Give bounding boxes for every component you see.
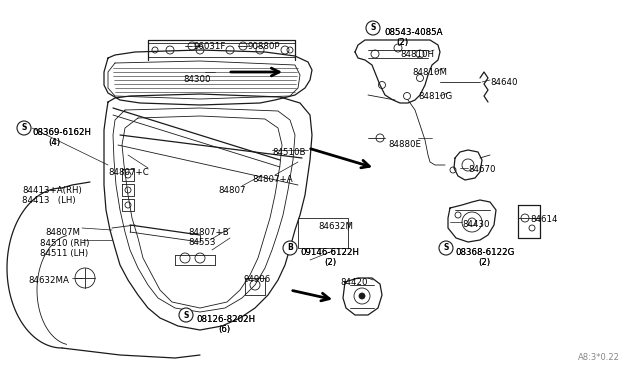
Text: 84413+A(RH): 84413+A(RH) [22, 186, 82, 195]
Text: 84807+B: 84807+B [188, 228, 228, 237]
Text: 90880P: 90880P [248, 42, 280, 51]
Text: (2): (2) [396, 38, 408, 47]
Text: 84807+C: 84807+C [108, 168, 148, 177]
Text: 84810H: 84810H [400, 50, 434, 59]
Text: A8:3*0.22: A8:3*0.22 [578, 353, 620, 362]
Text: 84430: 84430 [462, 220, 490, 229]
Text: 84300: 84300 [183, 75, 211, 84]
Text: 09146-6122H: 09146-6122H [300, 248, 359, 257]
Text: S: S [21, 124, 27, 132]
Text: 84807: 84807 [218, 186, 246, 195]
Circle shape [283, 241, 297, 255]
Text: (6): (6) [218, 325, 230, 334]
Text: S: S [444, 244, 449, 253]
Text: 08543-4085A: 08543-4085A [384, 28, 442, 37]
Text: 84807M: 84807M [45, 228, 80, 237]
Text: 84632MA: 84632MA [28, 276, 69, 285]
Text: 84413   (LH): 84413 (LH) [22, 196, 76, 205]
Text: 84510 (RH): 84510 (RH) [40, 239, 90, 248]
Text: S: S [371, 23, 376, 32]
Text: 84510B: 84510B [272, 148, 305, 157]
Text: (2): (2) [478, 258, 490, 267]
Text: 08369-6162H: 08369-6162H [32, 128, 91, 137]
Circle shape [17, 121, 31, 135]
Circle shape [359, 293, 365, 299]
Text: 08543-4085A: 08543-4085A [384, 28, 442, 37]
Text: (2): (2) [478, 258, 490, 267]
Text: (4): (4) [48, 138, 60, 147]
Text: 84880E: 84880E [388, 140, 421, 149]
Text: 08368-6122G: 08368-6122G [455, 248, 515, 257]
Text: 08368-6122G: 08368-6122G [455, 248, 515, 257]
Text: S: S [183, 311, 189, 320]
Text: 84670: 84670 [468, 165, 495, 174]
Text: (6): (6) [218, 325, 230, 334]
Text: 84640: 84640 [490, 78, 518, 87]
Text: (2): (2) [324, 258, 336, 267]
Text: 08369-6162H: 08369-6162H [32, 128, 91, 137]
Text: (2): (2) [396, 38, 408, 47]
Text: (4): (4) [48, 138, 60, 147]
Text: 84810G: 84810G [418, 92, 452, 101]
Text: 84553: 84553 [188, 238, 216, 247]
Text: 84614: 84614 [530, 215, 557, 224]
Text: 08126-8202H: 08126-8202H [196, 315, 255, 324]
Text: 09146-6122H: 09146-6122H [300, 248, 359, 257]
Text: 94906: 94906 [244, 275, 271, 284]
Circle shape [439, 241, 453, 255]
Text: 96031F: 96031F [193, 42, 225, 51]
Text: 84420: 84420 [340, 278, 367, 287]
Text: (2): (2) [324, 258, 336, 267]
Text: 08126-8202H: 08126-8202H [196, 315, 255, 324]
Text: 84810M: 84810M [412, 68, 447, 77]
Circle shape [179, 308, 193, 322]
Circle shape [366, 21, 380, 35]
Text: 84632M: 84632M [318, 222, 353, 231]
Text: 84511 (LH): 84511 (LH) [40, 249, 88, 258]
Text: 84807+A: 84807+A [252, 175, 292, 184]
Text: B: B [287, 244, 293, 253]
